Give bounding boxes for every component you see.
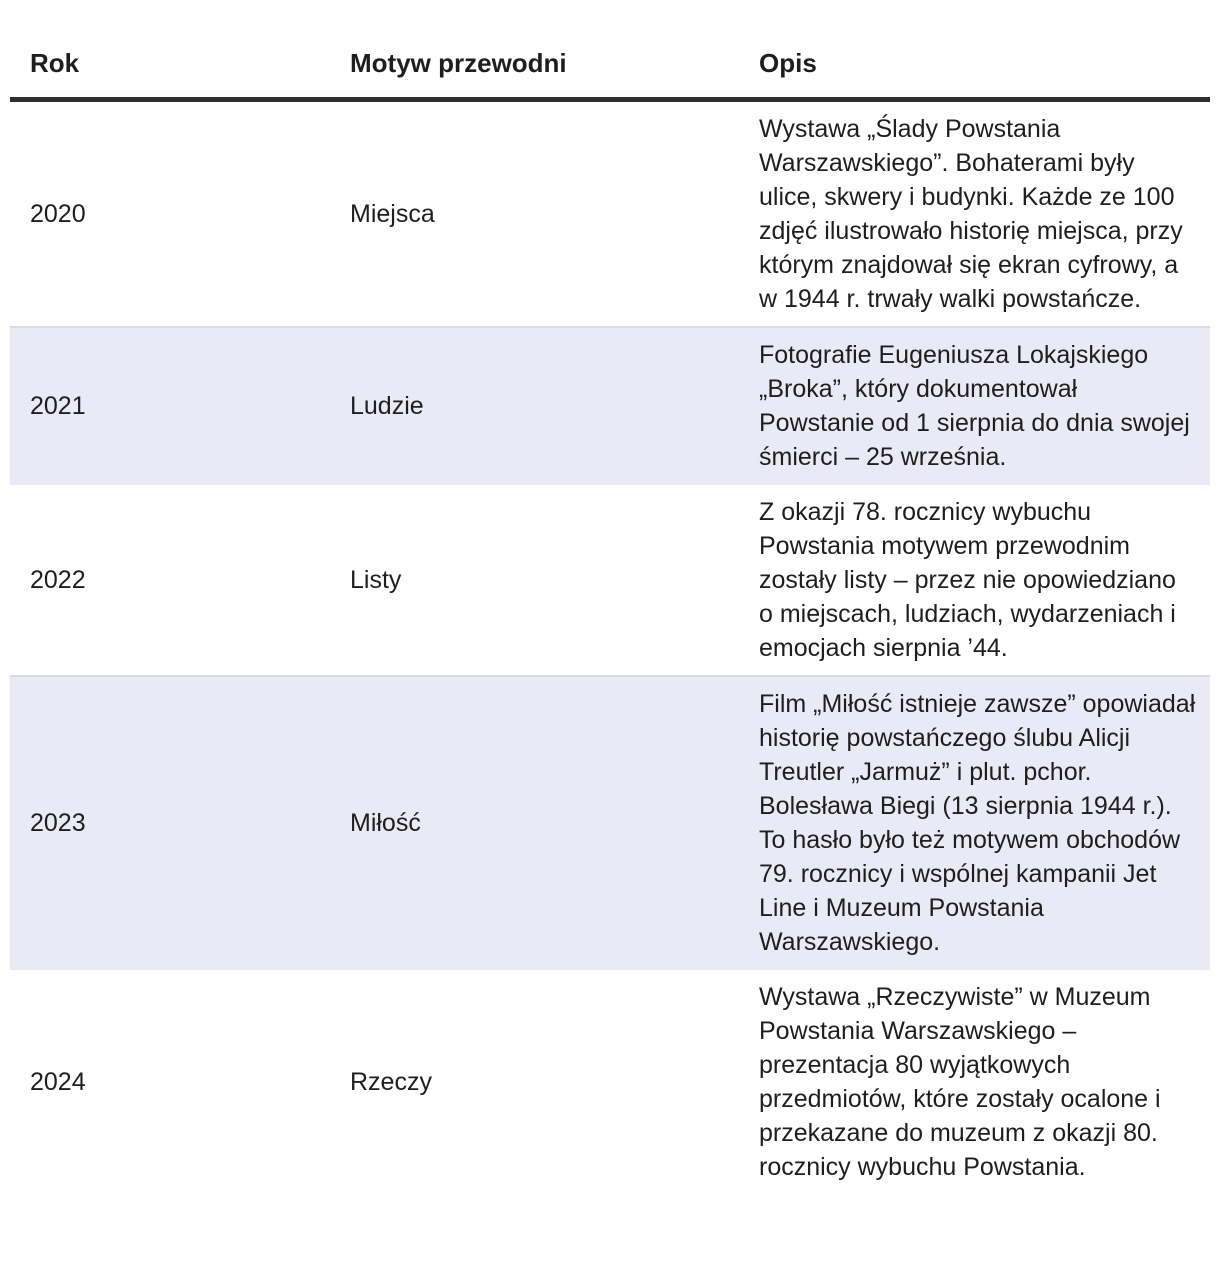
table-row-2022: 2022 Listy Z okazji 78. rocznicy wybuchu…: [10, 485, 1210, 677]
description-cell: Fotografie Eugeniusza Lokajskiego „Broka…: [759, 341, 1190, 471]
motif-cell: Rzeczy: [350, 1068, 432, 1096]
column-header-rok: Rok: [10, 0, 330, 102]
year-cell: 2021: [30, 392, 86, 420]
table-row-2023: 2023 Miłość Film „Miłość istnieje zawsze…: [10, 676, 1210, 970]
year-cell: 2024: [30, 1068, 86, 1096]
column-header-opis: Opis: [739, 0, 1210, 102]
motif-cell: Miejsca: [350, 200, 435, 228]
motif-cell: Miłość: [350, 809, 421, 837]
table-header: Rok Motyw przewodni Opis: [10, 0, 1210, 102]
motif-cell: Ludzie: [350, 392, 424, 420]
year-cell: 2023: [30, 809, 86, 837]
table-row-2024: 2024 Rzeczy Wystawa „Rzeczywiste” w Muze…: [10, 970, 1210, 1195]
year-cell: 2020: [30, 200, 86, 228]
table-row-2021: 2021 Ludzie Fotografie Eugeniusza Lokajs…: [10, 327, 1210, 485]
year-cell: 2022: [30, 566, 86, 594]
description-cell: Z okazji 78. rocznicy wybuchu Powstania …: [759, 498, 1176, 662]
column-header-motyw: Motyw przewodni: [330, 0, 739, 102]
description-cell: Film „Miłość istnieje zawsze” opowiadał …: [759, 690, 1196, 956]
anniversary-themes-table: Rok Motyw przewodni Opis 2020 Miejsca Wy…: [10, 0, 1210, 1194]
table-container: Rok Motyw przewodni Opis 2020 Miejsca Wy…: [10, 0, 1210, 1194]
description-cell: Wystawa „Rzeczywiste” w Muzeum Powstania…: [759, 983, 1161, 1181]
table-row-2020: 2020 Miejsca Wystawa „Ślady Powstania Wa…: [10, 100, 1210, 328]
description-cell: Wystawa „Ślady Powstania Warszawskiego”.…: [759, 115, 1183, 313]
header-row: Rok Motyw przewodni Opis: [10, 0, 1210, 102]
motif-cell: Listy: [350, 566, 402, 594]
table-body: 2020 Miejsca Wystawa „Ślady Powstania Wa…: [10, 100, 1210, 1195]
